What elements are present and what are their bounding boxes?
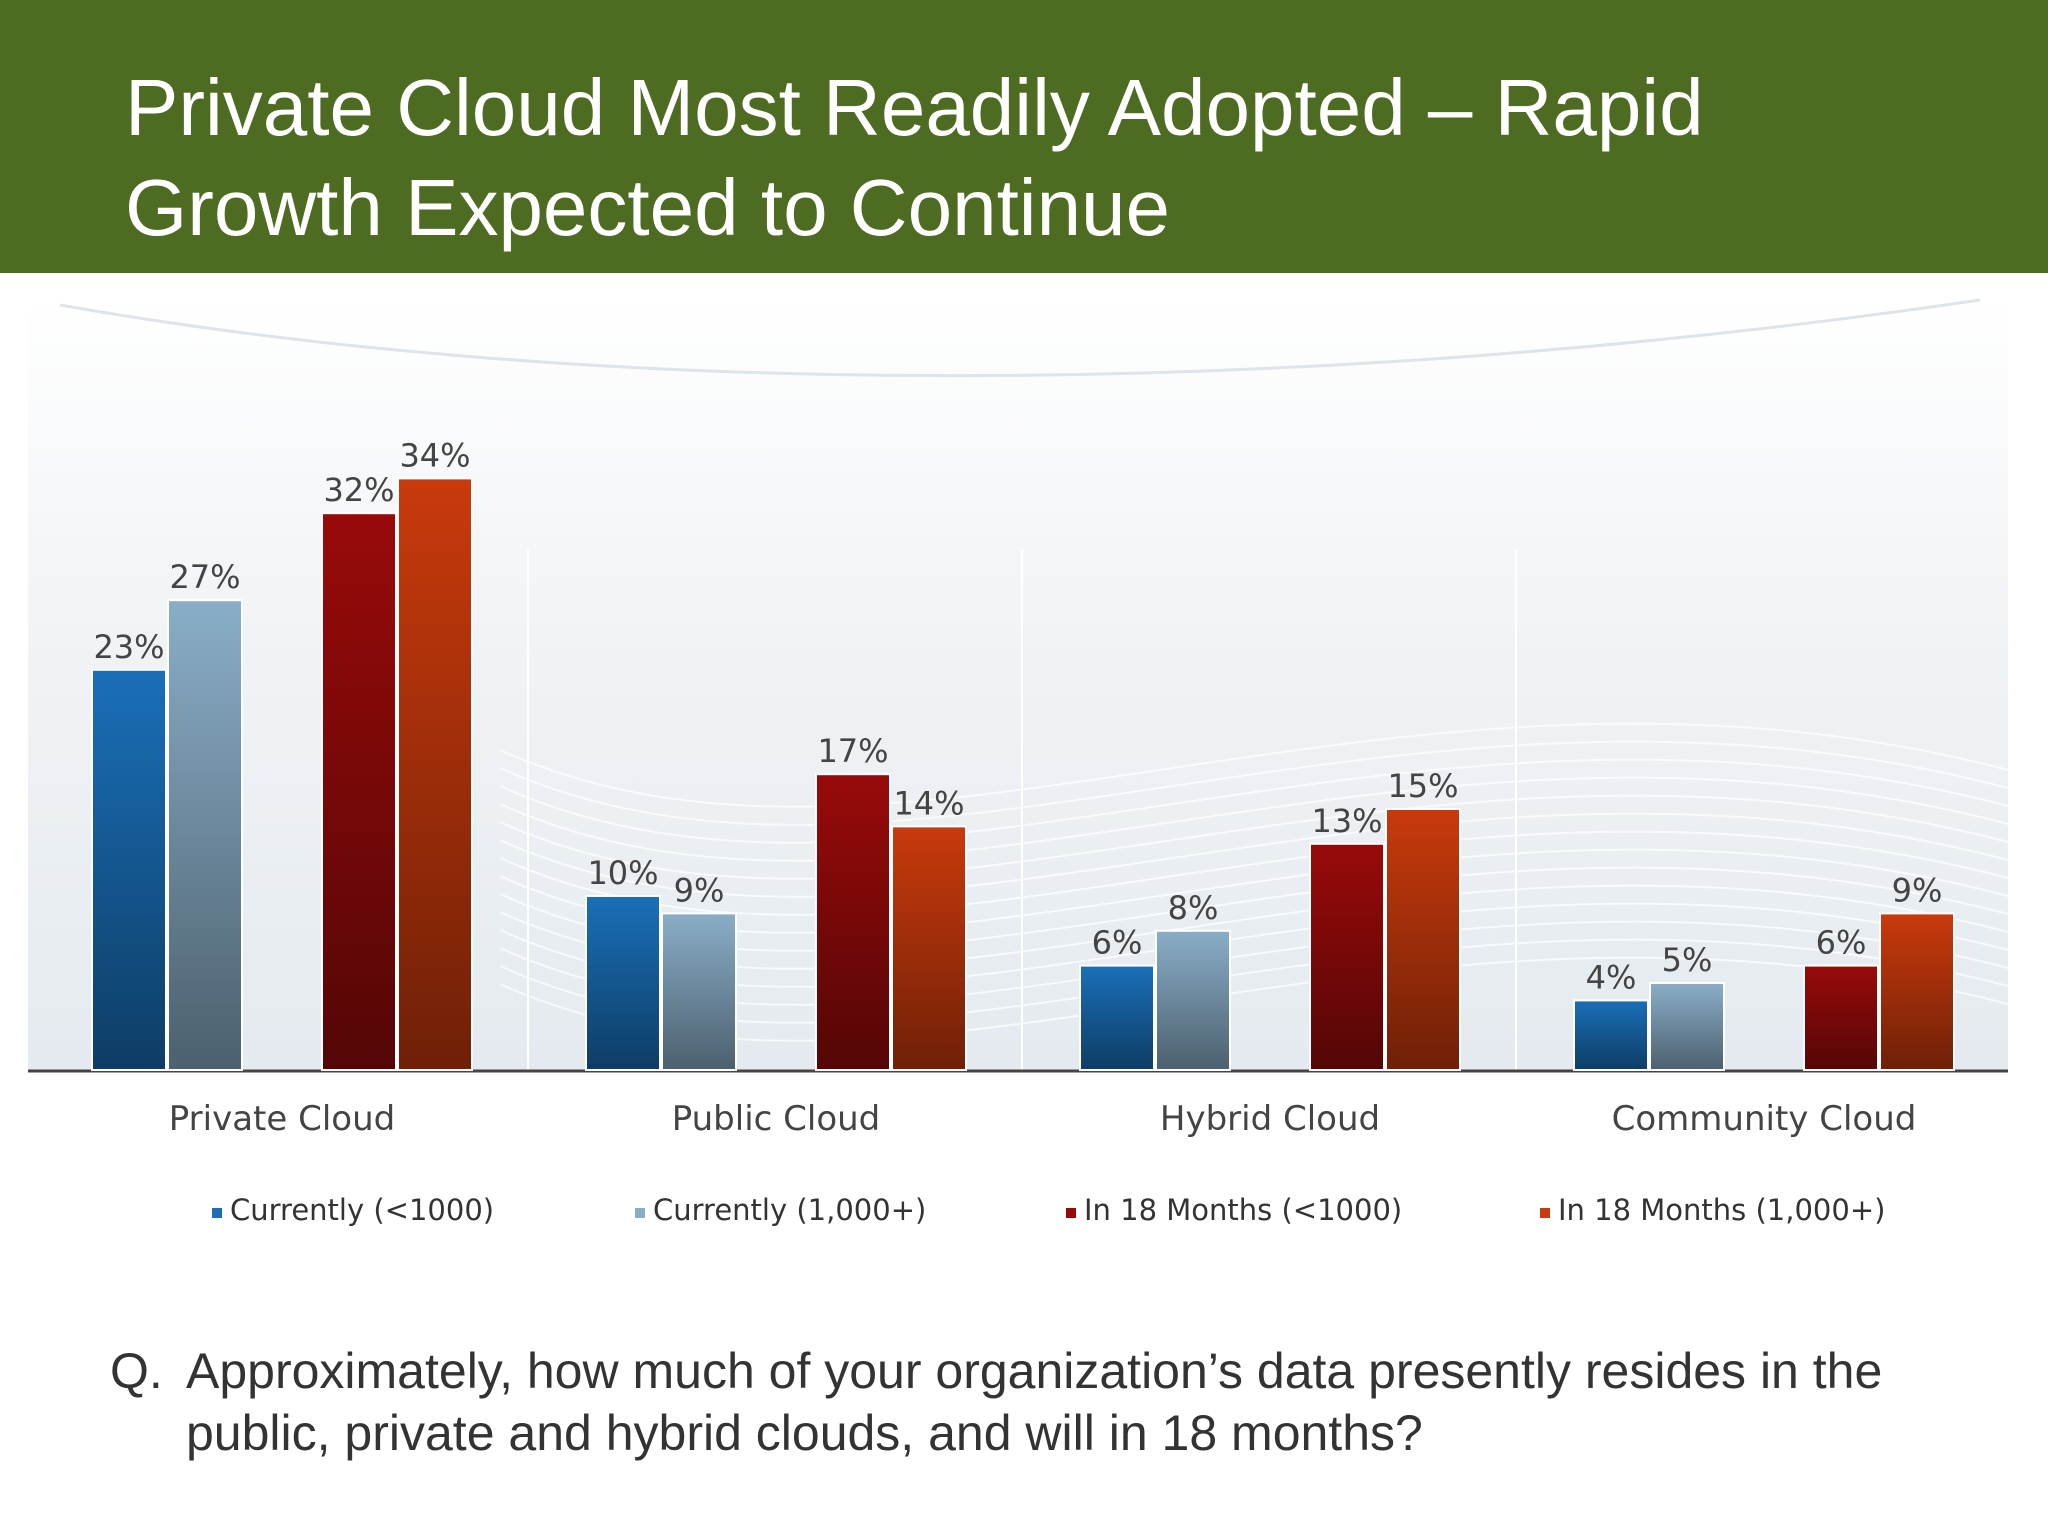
slide-title: Private Cloud Most Readily Adopted – Rap…	[125, 58, 1985, 258]
category-labels-layer: Private Cloud Public Cloud Hybrid Cloud Com…	[169, 1099, 1917, 1139]
bar-value-label: 34%	[399, 436, 470, 474]
legend-label: In 18 Months (1,000+)	[1558, 1193, 1885, 1227]
bar-value-label: 8%	[1168, 889, 1219, 927]
legend-swatch	[212, 1208, 222, 1218]
background-wave	[499, 740, 2009, 826]
question-text: Approximately, how much of your organiza…	[186, 1340, 1986, 1464]
title-bar: Private Cloud Most Readily Adopted – Rap…	[0, 0, 2048, 273]
bar	[167, 599, 243, 1071]
bar	[661, 912, 737, 1072]
slide-title-line-2: Growth Expected to Continue	[125, 163, 1171, 252]
bar-value-label: 27%	[169, 558, 240, 596]
category-label: Public Cloud	[672, 1099, 881, 1139]
bar-value-label: 4%	[1586, 958, 1637, 996]
bar-value-label: 15%	[1387, 767, 1458, 805]
background-arc	[59, 298, 1981, 378]
legend-label: Currently (1,000+)	[653, 1193, 926, 1227]
background-wave	[499, 758, 2009, 844]
bar-value-label: 5%	[1662, 941, 1713, 979]
question-line-1: Approximately, how much of your organiza…	[186, 1343, 1883, 1399]
background-wave	[499, 812, 2009, 898]
slide-title-line-1: Private Cloud Most Readily Adopted – Rap…	[125, 63, 1704, 152]
bar	[1649, 982, 1725, 1071]
background-wave	[499, 830, 2009, 916]
bar	[585, 895, 661, 1071]
bar	[321, 512, 397, 1071]
bar	[815, 773, 891, 1071]
background-wave	[499, 722, 2009, 808]
bar	[1803, 964, 1879, 1071]
bar-value-label: 32%	[323, 471, 394, 509]
legend-swatch	[1066, 1208, 1076, 1218]
bar-value-label: 14%	[893, 784, 964, 822]
bar	[91, 668, 167, 1071]
category-label: Private Cloud	[169, 1099, 395, 1139]
bar	[397, 477, 473, 1071]
category-label: Hybrid Cloud	[1160, 1099, 1380, 1139]
bars-layer	[91, 477, 1955, 1072]
bar-value-label: 6%	[1092, 924, 1143, 962]
legend-label: In 18 Months (<1000)	[1084, 1193, 1402, 1227]
bar	[1385, 808, 1461, 1071]
question-line-2: public, private and hybrid clouds, and w…	[186, 1405, 1423, 1461]
category-label: Community Cloud	[1612, 1099, 1917, 1139]
bar	[1879, 912, 1955, 1072]
bar-value-label: 23%	[93, 628, 164, 666]
legend: Currently (<1000) Currently (1,000+) In 18…	[212, 1193, 1885, 1227]
bar	[1309, 842, 1385, 1071]
bar-labels-layer: 23%27% 32%34% 10% 9% 17%14% 6% 8% 13%15% 4% 5% 6% 9…	[93, 436, 1942, 996]
bar	[1079, 964, 1155, 1071]
bar-value-label: 17%	[817, 732, 888, 770]
legend-label: Currently (<1000)	[230, 1193, 494, 1227]
background-wave	[499, 794, 2009, 880]
bar	[1573, 999, 1649, 1072]
bar	[1155, 929, 1231, 1071]
bar-value-label: 9%	[674, 871, 725, 909]
legend-swatch	[1540, 1208, 1550, 1218]
legend-swatch	[635, 1208, 645, 1218]
bar-value-label: 9%	[1892, 871, 1943, 909]
bar-chart: 23%27% 32%34% 10% 9% 17%14% 6% 8% 13%15% 4% 5% 6% 9…	[28, 298, 2009, 1227]
bar	[891, 825, 967, 1072]
question-marker: Q.	[110, 1343, 163, 1399]
background-wave	[499, 776, 2009, 862]
bar-value-label: 13%	[1311, 802, 1382, 840]
bar-value-label: 6%	[1816, 924, 1867, 962]
bar-value-label: 10%	[587, 854, 658, 892]
